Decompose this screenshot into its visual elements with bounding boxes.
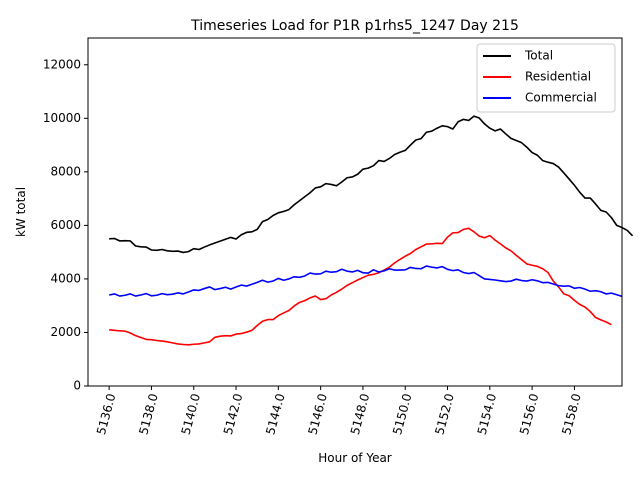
legend-label-residential: Residential <box>525 70 591 84</box>
y-tick-label: 4000 <box>50 271 81 285</box>
y-tick-label: 12000 <box>43 57 81 71</box>
y-tick-label: 0 <box>73 379 81 393</box>
y-tick-label: 6000 <box>50 218 81 232</box>
x-axis-label: Hour of Year <box>318 451 392 465</box>
y-tick-label: 2000 <box>50 325 81 339</box>
y-axis-label: kW total <box>14 187 28 237</box>
y-axis-ticks: 0 2000 4000 6000 8000 10000 12000 <box>43 57 88 393</box>
legend-label-commercial: Commercial <box>525 91 597 105</box>
series-line-commercial <box>108 265 623 298</box>
y-tick-label: 10000 <box>43 111 81 125</box>
legend-box <box>476 43 616 113</box>
plot-frame <box>87 37 623 387</box>
series-lines <box>108 115 634 346</box>
y-tick-label: 8000 <box>50 164 81 178</box>
legend-label-total: Total <box>524 49 553 63</box>
legend-entries: Total Residential Commercial <box>483 49 597 105</box>
series-line-total <box>109 115 634 254</box>
legend: Total Residential Commercial <box>476 43 616 113</box>
chart-title: Timeseries Load for P1R p1rhs5_1247 Day … <box>190 18 519 34</box>
series-line-residential <box>109 227 612 346</box>
